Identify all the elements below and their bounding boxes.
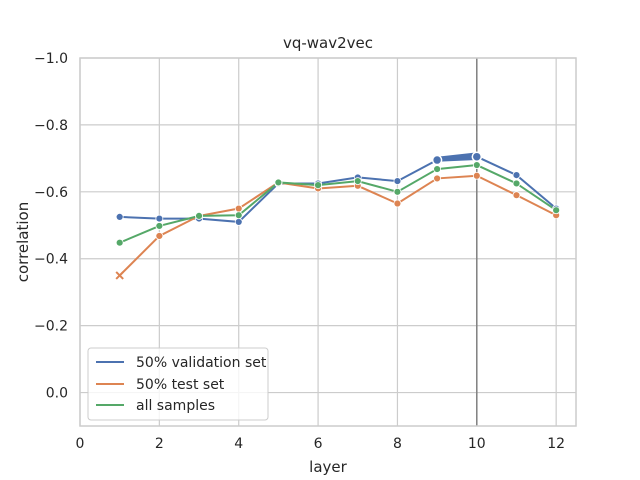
data-point-all — [314, 181, 322, 190]
y-axis-ticks: 0.0 −0.2 −0.4 −0.6 −0.8 −1.0 — [34, 51, 68, 402]
data-point-test — [234, 204, 243, 213]
plot-frame — [79, 57, 577, 427]
legend-label-validation: 50% validation set — [136, 355, 267, 371]
legend-label-test: 50% test set — [136, 377, 225, 393]
y-tick-label: −0.8 — [34, 118, 68, 134]
data-point-highlighted-validation — [471, 151, 483, 162]
data-point-all — [433, 165, 442, 173]
series-line-test — [118, 174, 557, 277]
data-point-test — [393, 199, 402, 208]
y-tick-label: −1.0 — [34, 51, 68, 67]
plot-series — [115, 151, 561, 280]
data-point-all — [274, 178, 283, 187]
data-point-validation — [234, 218, 243, 226]
x-tick-label: 12 — [547, 436, 565, 452]
data-point-all — [393, 187, 402, 196]
y-axis-label: correlation — [14, 202, 32, 283]
x-tick-label: 2 — [155, 436, 164, 452]
data-point-all — [155, 222, 164, 230]
data-point-validation — [155, 214, 164, 223]
data-point-all — [115, 238, 124, 247]
data-point-test — [155, 232, 164, 240]
y-tick-label: 0.0 — [46, 386, 68, 402]
series-line-all — [119, 164, 557, 244]
data-point-x-marker-test — [115, 271, 124, 280]
chart-title: vq-wav2vec — [283, 34, 373, 52]
x-axis-ticks: 0 2 4 6 8 10 12 — [76, 436, 566, 452]
data-point-validation — [512, 171, 521, 179]
x-tick-label: 4 — [234, 436, 243, 452]
x-tick-label: 0 — [76, 436, 85, 452]
data-point-test — [512, 191, 521, 200]
y-tick-label: −0.2 — [34, 319, 68, 335]
x-tick-label: 8 — [393, 436, 402, 452]
data-point-test — [472, 171, 481, 180]
x-tick-label: 10 — [468, 436, 486, 452]
data-point-validation — [115, 213, 124, 221]
data-point-test — [433, 174, 442, 183]
data-point-all — [195, 212, 203, 220]
legend-label-all: all samples — [136, 398, 215, 414]
data-point-highlighted-validation — [431, 154, 443, 166]
data-point-all — [353, 177, 362, 186]
x-tick-label: 6 — [314, 436, 323, 452]
x-axis-label: layer — [309, 458, 347, 476]
y-tick-label: −0.6 — [34, 185, 68, 201]
legend-box — [87, 347, 269, 421]
data-point-validation — [393, 177, 402, 186]
y-tick-label: −0.4 — [34, 252, 68, 268]
data-point-all — [234, 211, 243, 220]
data-point-all — [512, 179, 521, 188]
data-point-all — [472, 161, 481, 169]
data-point-all — [552, 206, 561, 215]
legend: 50% validation set 50% test set all samp… — [87, 347, 269, 421]
